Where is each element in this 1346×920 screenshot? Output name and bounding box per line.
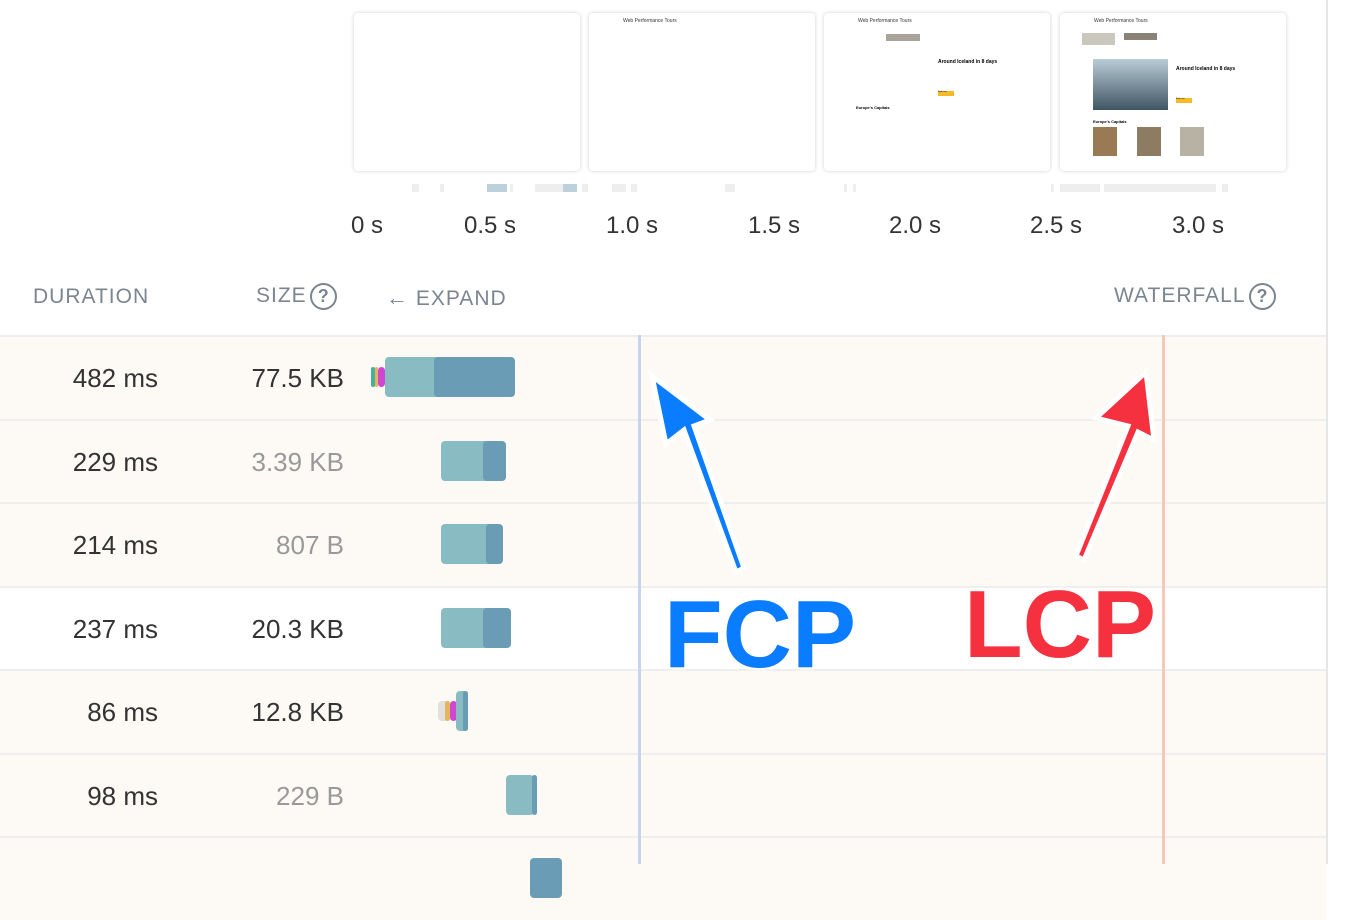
time-tick: 2.0 s <box>888 212 942 239</box>
duration-value: 98 ms <box>87 780 158 811</box>
annotation-arrows <box>648 366 1158 576</box>
arrow-left-icon: ← <box>386 285 409 310</box>
activity-mark <box>510 184 513 192</box>
waterfall-segment[interactable] <box>530 858 562 898</box>
duration-value: 237 ms <box>72 613 158 644</box>
duration-value: 482 ms <box>72 363 158 393</box>
duration-value: 86 ms <box>87 697 158 727</box>
duration-value: 214 ms <box>72 530 158 560</box>
time-tick: 1.5 s <box>747 212 801 239</box>
activity-mark <box>1222 184 1228 192</box>
lcp-arrow <box>1072 366 1158 564</box>
time-tick: 3.0 s <box>1171 212 1225 239</box>
waterfall-segment[interactable] <box>463 691 468 731</box>
waterfall-segment[interactable] <box>445 701 450 721</box>
size-value: 77.5 KB <box>251 363 344 393</box>
size-value: 229 B <box>276 780 344 811</box>
activity-mark <box>582 184 588 192</box>
expand-button[interactable]: ← EXPAND <box>386 285 507 310</box>
time-tick: 1.0 s <box>605 212 659 239</box>
activity-mark <box>844 184 847 192</box>
help-icon[interactable]: ? <box>1248 283 1276 310</box>
waterfall-segment[interactable] <box>378 367 385 387</box>
duration-header[interactable]: DURATION <box>33 285 150 308</box>
activity-mark <box>412 184 419 192</box>
waterfall-segment[interactable] <box>483 440 506 481</box>
fcp-arrow <box>648 369 748 576</box>
time-tick: 0.5 s <box>463 212 517 239</box>
size-value: 807 B <box>276 530 344 560</box>
waterfall-segment[interactable] <box>483 607 511 648</box>
activity-mark <box>612 184 626 192</box>
waterfall-segment[interactable] <box>506 774 534 815</box>
table-row[interactable]: 237 ms 20.3 KB <box>0 585 1326 670</box>
activity-mark <box>853 184 856 192</box>
activity-mark <box>1060 184 1100 192</box>
scrollbar-track[interactable] <box>1326 0 1328 864</box>
waterfall-segment[interactable] <box>532 774 537 815</box>
filmstrip-frame[interactable] <box>354 13 580 171</box>
duration-value: 229 ms <box>72 446 158 477</box>
waterfall-segment[interactable] <box>486 524 503 564</box>
activity-mark <box>440 184 444 192</box>
filmstrip-frame[interactable]: Web Performance Tours Around Iceland in … <box>824 13 1050 171</box>
size-header[interactable]: SIZE? <box>256 283 337 310</box>
activity-mark <box>1104 184 1216 192</box>
activity-mark <box>1051 184 1054 192</box>
activity-mark <box>487 184 507 192</box>
activity-mark <box>631 184 637 192</box>
filmstrip-frame[interactable]: Web Performance Tours Around Iceland in … <box>1060 13 1286 171</box>
filmstrip-frame[interactable]: Web Performance Tours <box>589 13 815 171</box>
size-value: 3.39 KB <box>251 446 344 477</box>
metric-marker-line <box>638 335 641 864</box>
activity-mark <box>725 184 735 192</box>
waterfall-segment[interactable] <box>450 701 457 721</box>
size-value: 12.8 KB <box>251 697 344 727</box>
table-row[interactable]: 98 ms 229 B <box>0 752 1326 837</box>
fcp-label: FCP <box>664 581 856 688</box>
lcp-label: LCP <box>964 571 1156 678</box>
waterfall-header[interactable]: WATERFALL? <box>1114 283 1276 310</box>
waterfall-segment[interactable] <box>371 367 375 387</box>
table-row[interactable]: 86 ms 12.8 KB <box>0 669 1326 753</box>
time-tick: 0 s <box>350 212 384 239</box>
help-icon[interactable]: ? <box>309 283 337 310</box>
activity-mark <box>535 184 563 192</box>
time-tick: 2.5 s <box>1029 212 1083 239</box>
hero-image <box>1093 59 1168 110</box>
metric-marker-line <box>1162 335 1165 864</box>
waterfall-segment[interactable] <box>434 357 515 397</box>
waterfall-segment[interactable] <box>375 367 378 387</box>
activity-mark <box>563 184 577 192</box>
size-value: 20.3 KB <box>251 613 344 644</box>
